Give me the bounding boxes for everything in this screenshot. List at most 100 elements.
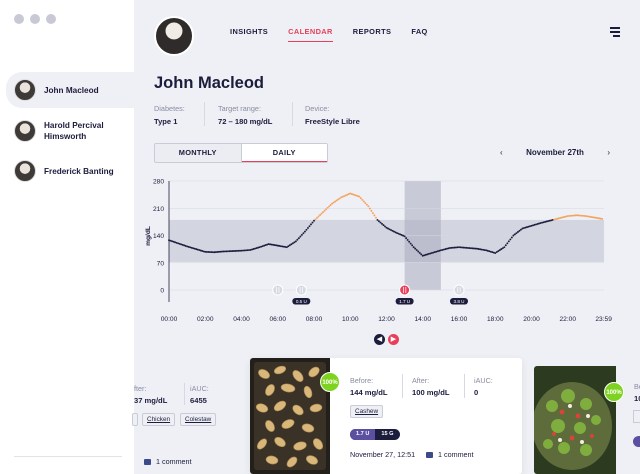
menu-icon[interactable] [610, 27, 620, 39]
nav-calendar[interactable]: CALENDAR [288, 27, 333, 42]
glucose-point [338, 197, 341, 200]
comments-link[interactable]: 1 comment [426, 450, 474, 459]
glucose-point [412, 246, 415, 249]
device-label: Device: [305, 104, 330, 113]
food-tag[interactable]: Cashew [350, 405, 384, 418]
patient-item-john-macleod[interactable]: John Macleod [6, 72, 134, 108]
glucose-point [409, 242, 412, 245]
meal-photo [250, 358, 330, 474]
meal-card-next[interactable]: 100% Be 10 [534, 366, 640, 474]
glucose-point [205, 250, 208, 253]
glucose-point [189, 246, 192, 249]
monthly-tab[interactable]: MONTHLY [155, 144, 242, 162]
meal-card-selected[interactable]: 100% Before: 144 mg/dL After: 100 mg/dL … [250, 358, 522, 474]
patient-item-frederick-banting[interactable]: Frederick Banting [6, 156, 134, 186]
prev-card-button[interactable]: ◀ [374, 334, 385, 345]
glucose-point [175, 241, 178, 244]
glucose-point [577, 214, 580, 217]
comments-link[interactable]: 1 comment [144, 457, 192, 466]
glucose-point [565, 215, 568, 218]
glucose-point [217, 250, 220, 253]
food-tag[interactable]: Chicken [142, 413, 176, 426]
diabetes-value: Type 1 [154, 117, 178, 126]
window-dot-icon[interactable] [14, 14, 24, 24]
glucose-point [569, 214, 572, 217]
glucose-point [598, 217, 601, 220]
glucose-point [541, 221, 544, 224]
glucose-point [246, 249, 249, 252]
glucose-point [297, 237, 300, 240]
insulin-pill-partial [633, 436, 640, 447]
iauc-value: 0 [474, 388, 479, 397]
glucose-point [222, 250, 225, 253]
daily-tab[interactable]: DAILY [241, 144, 327, 162]
glucose-point [592, 216, 595, 219]
glucose-point [405, 237, 408, 240]
glucose-point [243, 249, 246, 252]
divider [464, 374, 465, 398]
glucose-point [288, 244, 291, 247]
glucose-point [359, 197, 362, 200]
glucose-point [427, 252, 430, 255]
glucose-point [423, 254, 426, 257]
food-tag[interactable]: Colestaw [180, 413, 217, 426]
next-card-button[interactable]: ▶ [388, 334, 399, 345]
glucose-point [482, 248, 485, 251]
glucose-point [201, 249, 204, 252]
glucose-point [313, 219, 315, 222]
glucose-point [300, 233, 303, 236]
nav-insights[interactable]: INSIGHTS [230, 27, 269, 36]
window-dot-icon[interactable] [30, 14, 40, 24]
glucose-point [439, 249, 442, 252]
before-label: Before: [350, 376, 374, 385]
x-tick-label: 23:59 [595, 316, 612, 323]
glucose-point [593, 216, 596, 219]
nav-faq[interactable]: FAQ [411, 27, 428, 36]
next-day-button[interactable]: › [607, 148, 610, 157]
glucose-point [210, 251, 213, 254]
glucose-point [187, 245, 190, 248]
glucose-point [491, 251, 494, 254]
glucose-point [391, 229, 394, 232]
glucose-point [447, 247, 450, 250]
glucose-point [328, 205, 331, 208]
glucose-point [557, 217, 560, 220]
glucose-point [282, 245, 285, 248]
glucose-point [515, 232, 518, 235]
patient-item-harold-himsworth[interactable]: Harold Percival Himsworth [6, 114, 134, 148]
glucose-point [397, 232, 400, 235]
glucose-point [337, 198, 340, 201]
x-tick-label: 20:00 [523, 316, 540, 323]
glucose-point [266, 243, 269, 246]
glucose-point [184, 244, 187, 247]
glucose-point [495, 251, 498, 253]
diabetes-info: Diabetes: Type 1 [142, 104, 185, 126]
glucose-point [362, 200, 365, 203]
glucose-point [551, 218, 554, 221]
glucose-point [497, 250, 500, 253]
glucose-point [456, 246, 459, 249]
glucose-point [213, 251, 216, 254]
glucose-point [421, 254, 424, 257]
glucose-point [181, 243, 184, 246]
carbs-amount: 15 G [381, 431, 394, 437]
glucose-point [581, 214, 584, 217]
meal-card-previous[interactable]: fter: 37 mg/dL iAUC: 6455 Chicken Colest… [132, 374, 240, 474]
glucose-point [575, 214, 578, 217]
glucose-point [580, 214, 583, 217]
glucose-point [430, 252, 433, 254]
glucose-point [219, 250, 222, 253]
divider [292, 102, 293, 126]
glucose-point [254, 247, 257, 250]
glucose-point [465, 246, 468, 249]
glucose-point [470, 247, 473, 250]
y-tick-label: 70 [157, 260, 165, 267]
glucose-point [331, 202, 334, 205]
nav-reports[interactable]: REPORTS [352, 27, 392, 36]
x-tick-label: 06:00 [269, 316, 286, 323]
prev-day-button[interactable]: ‹ [500, 148, 503, 157]
glucose-point [220, 250, 223, 253]
x-tick-label: 04:00 [233, 316, 250, 323]
window-dot-icon[interactable] [46, 14, 56, 24]
glucose-point [172, 240, 175, 243]
